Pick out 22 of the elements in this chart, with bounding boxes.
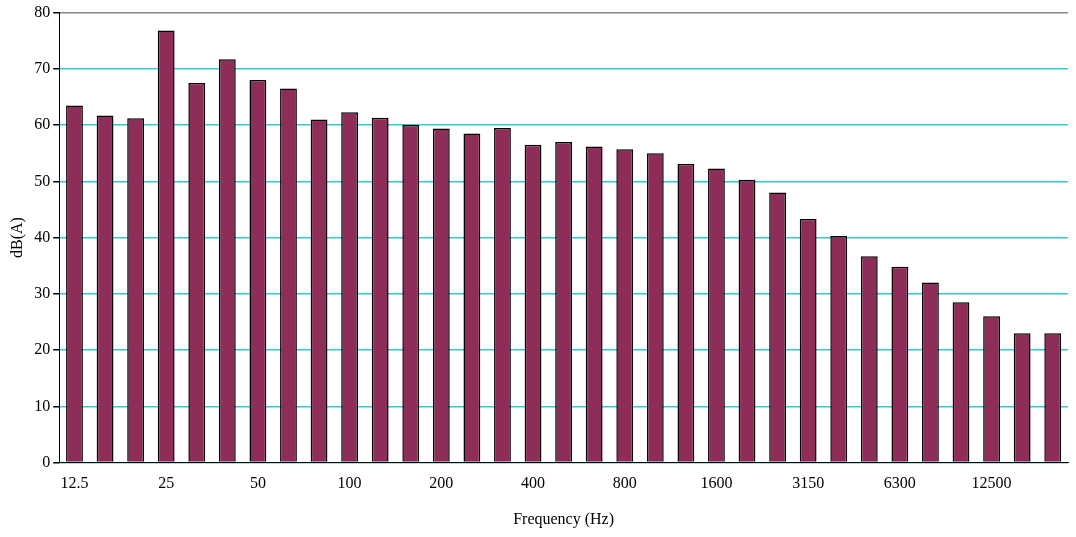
x-tick-label: 3150 (792, 474, 825, 492)
x-tick-label: 12.5 (60, 474, 89, 492)
y-tick-label: 0 (42, 452, 51, 470)
x-tick-label: 6300 (883, 474, 916, 492)
x-tick-label: 50 (249, 474, 266, 492)
x-tick-label: 100 (337, 474, 362, 492)
y-tick-label: 30 (34, 284, 51, 302)
y-tick-label: 70 (34, 59, 51, 77)
y-tick-label: 20 (34, 340, 51, 358)
y-axis-title: dB(A) (7, 217, 26, 259)
y-tick-label: 60 (34, 115, 51, 133)
x-tick-label: 12500 (971, 474, 1012, 492)
x-tick-label: 25 (158, 474, 175, 492)
y-tick-label: 40 (34, 227, 51, 245)
y-tick-label: 10 (34, 396, 51, 414)
y-tick-label: 50 (34, 171, 51, 189)
x-tick-label: 400 (521, 474, 546, 492)
x-tick-label: 800 (612, 474, 637, 492)
x-axis-title: Frequency (Hz) (513, 509, 615, 528)
x-tick-label: 200 (429, 474, 454, 492)
y-tick-label: 80 (34, 2, 51, 20)
x-tick-label: 1600 (700, 474, 733, 492)
